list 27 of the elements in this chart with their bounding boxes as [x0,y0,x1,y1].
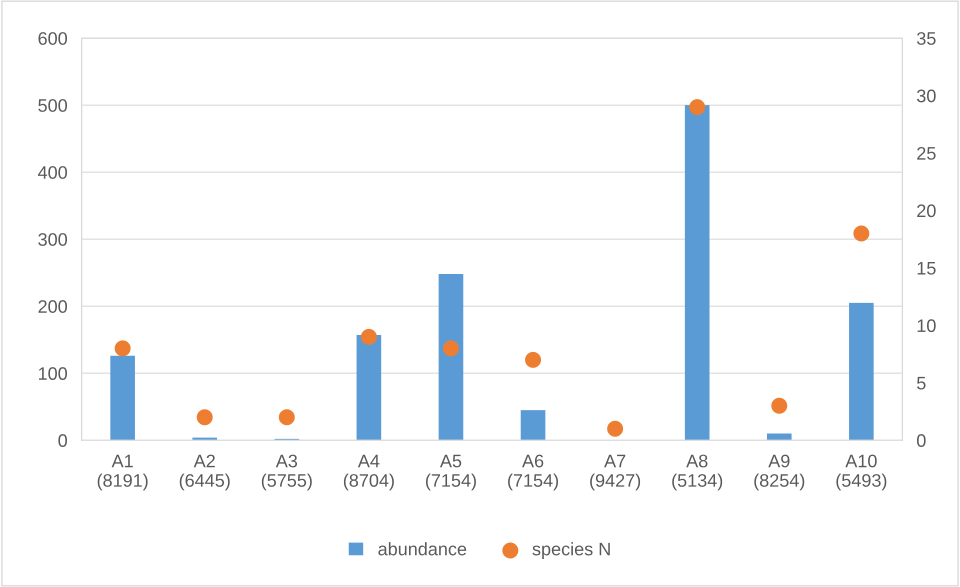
y-tick-label: 500 [38,99,68,112]
x-tick-label: A8 (5134) [672,454,722,490]
y2-tick-label: 25 [917,146,936,160]
y-tick-label: 200 [38,300,68,313]
y2-tick-label: 35 [916,32,936,45]
x-tick-label: A6 (7154) [508,454,558,490]
y-tick-label: 300 [38,233,68,246]
y2-tick-label: 15 [918,262,936,275]
y-tick-label: 0 [58,434,68,447]
x-tick-label: A7 (9427) [590,454,640,490]
legend-label: abundance [378,542,466,556]
legend-label: species N [532,542,610,560]
x-tick-label: A4 (8704) [344,454,394,490]
x-tick-label: A2 (6445) [180,454,230,490]
y2-tick-label: 0 [916,434,926,447]
y-tick-label: 600 [38,32,68,45]
x-tick-label: A5 (7154) [426,454,476,490]
y2-tick-label: 10 [918,319,936,332]
x-tick-label: A10 (5493) [836,454,886,490]
x-tick-label: A3 (5755) [262,454,312,490]
x-tick-label: A9 (8254) [754,454,804,490]
y2-tick-label: 5 [917,376,926,390]
y-tick-label: 400 [38,166,68,179]
x-tick-label: A1 (8191) [98,454,148,490]
y-tick-label: 100 [38,367,68,380]
y2-tick-label: 30 [916,90,936,102]
y2-tick-label: 20 [917,204,936,218]
